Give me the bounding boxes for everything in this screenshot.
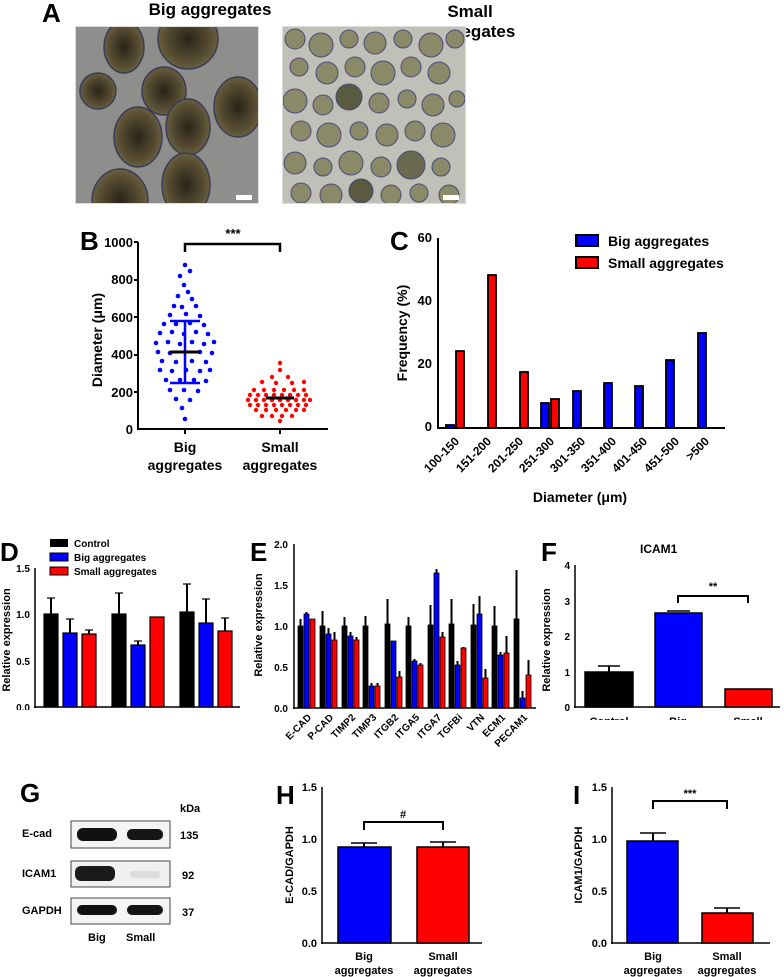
svg-text:Relative expression: Relative expression [1,588,13,692]
svg-text:600: 600 [111,310,133,325]
svg-text:0.5: 0.5 [16,657,30,668]
svg-text:Big: Big [669,716,687,720]
svg-text:#: # [400,809,406,821]
svg-text:2: 2 [564,632,570,643]
svg-text:1.0: 1.0 [592,834,607,846]
blot-kda-ecad: 135 [180,830,199,842]
svg-text:***: *** [684,788,698,800]
svg-text:Small aggregates: Small aggregates [608,255,724,271]
chart-e-adhesion-bars: 2.01.51.00.50.0 Relative expression E-CA… [253,540,536,750]
svg-text:0.0: 0.0 [592,938,607,950]
svg-text:40: 40 [418,293,432,308]
panel-label-b: B [80,226,99,256]
svg-text:1.5: 1.5 [274,581,288,592]
svg-text:1: 1 [564,668,570,679]
svg-text:Diameter (μm): Diameter (μm) [89,293,105,387]
svg-text:2.0: 2.0 [274,540,288,551]
svg-text:Big aggregates: Big aggregates [608,233,709,249]
blot-kda-icam1: 92 [182,870,195,882]
panel-label-i: I [573,780,581,810]
svg-text:4: 4 [564,561,570,572]
svg-text:400: 400 [111,347,133,362]
svg-text:E-CAD/GAPDH: E-CAD/GAPDH [284,826,296,904]
panel-label-a: A [42,0,61,28]
svg-text:Frequency (%): Frequency (%) [394,285,410,381]
chart-d-pluripotency-bars: Control Big aggregates Small aggregates … [1,539,240,710]
svg-text:1.5: 1.5 [16,564,30,575]
svg-text:aggregates: aggregates [148,457,223,473]
lane-label-small: Small [126,932,156,944]
blot-kda-gapdh: 37 [182,907,195,919]
chart-i-icam1-gapdh: 1.5 1.0 0.5 0.0 ICAM1/GAPDH *** Big aggregat… [573,782,770,977]
panel-label-g: G [20,778,41,808]
svg-text:>500: >500 [683,434,712,463]
big-aggregates-image [76,27,258,203]
svg-text:Relative expression: Relative expression [541,588,553,692]
svg-text:aggregates: aggregates [335,965,394,977]
svg-text:Big: Big [355,951,373,963]
panel-f-title: ICAM1 [640,542,678,556]
svg-text:aggregates: aggregates [624,965,683,977]
svg-text:Diameter (μm): Diameter (μm) [533,489,627,505]
panel-label-d: D [0,537,19,567]
svg-text:aggregates: aggregates [414,965,473,977]
svg-text:0.5: 0.5 [302,886,317,898]
panel-label-h: H [276,780,295,810]
svg-text:Big: Big [644,951,662,963]
svg-text:1.0: 1.0 [16,610,30,621]
svg-text:Relative expression: Relative expression [253,573,265,677]
svg-text:451-500: 451-500 [641,434,682,475]
panel-label-e: E [250,537,268,567]
svg-text:Small aggregates: Small aggregates [74,567,157,578]
svg-text:200: 200 [111,385,133,400]
svg-text:0: 0 [126,422,133,437]
svg-text:0.0: 0.0 [16,703,30,710]
svg-text:Control: Control [589,716,628,720]
svg-text:Control: Control [74,539,110,550]
svg-text:0.0: 0.0 [302,938,317,950]
b-significance: *** [225,226,241,241]
blot-row-label-ecad: E-cad [22,828,52,840]
svg-text:0.5: 0.5 [592,886,607,898]
lane-label-big: Big [88,932,106,944]
blot-row-label-icam1: ICAM1 [22,868,57,880]
svg-text:**: ** [709,581,718,593]
blot-row-label-gapdh: GAPDH [22,905,62,917]
svg-text:Small: Small [712,951,741,963]
svg-text:1.0: 1.0 [274,622,288,633]
svg-text:800: 800 [111,272,133,287]
svg-text:1.0: 1.0 [302,834,317,846]
panel-label-c: C [390,226,409,256]
svg-text:3: 3 [564,597,570,608]
svg-text:1000: 1000 [104,235,133,250]
svg-text:20: 20 [418,356,432,371]
chart-b-diameter-scatter: 1000 800 600 400 200 0 Diameter (μm) *** Big a… [89,226,328,473]
svg-text:1.5: 1.5 [302,782,317,794]
small-aggregates-micrograph [282,26,466,204]
svg-text:aggregates: aggregates [698,965,757,977]
svg-text:aggregates: aggregates [243,457,318,473]
chart-h-ecad-gapdh: 1.5 1.0 0.5 0.0 E-CAD/GAPDH # Big aggregates… [284,782,482,977]
svg-text:Small: Small [733,716,762,720]
panel-a-left-title: Big aggregates [148,0,272,19]
western-blot-image [70,820,171,925]
svg-text:1.5: 1.5 [592,782,607,794]
kda-label: kDa [180,803,201,815]
svg-text:Big aggregates: Big aggregates [74,553,147,564]
small-aggregates-image [283,27,465,203]
svg-text:0.0: 0.0 [274,704,288,715]
svg-text:0: 0 [425,419,432,434]
svg-text:ICAM1/GAPDH: ICAM1/GAPDH [573,826,585,903]
svg-text:Small: Small [428,951,457,963]
svg-text:60: 60 [418,230,432,245]
svg-text:Small: Small [261,439,298,455]
svg-text:Big: Big [174,439,197,455]
panel-label-f: F [541,537,557,567]
svg-text:0: 0 [564,703,570,714]
svg-text:0.5: 0.5 [274,663,288,674]
big-aggregates-micrograph [75,26,259,204]
